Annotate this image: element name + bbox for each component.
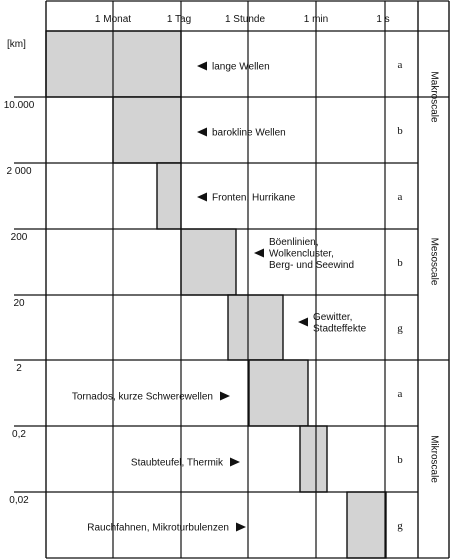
scale-box-1 [112,96,182,164]
subscale-letter-7: g [397,520,403,532]
scale-name-1: Mesoscale [428,238,439,286]
phenomenon-3: Böenlinien, Wolkencluster, Berg- und Seewi… [269,237,354,271]
km-unit-label: [km] [7,39,26,50]
time-label-0: 1 Monat [95,14,131,25]
subscale-letter-1: b [397,125,403,137]
time-label-1: 1 Tag [167,14,191,25]
scale-box-7 [346,491,387,559]
phenomenon-line: Fronten, Hurrikane [212,193,296,204]
subscale-letter-2: a [398,191,403,203]
arrow-left-icon-1 [197,127,207,137]
phenomenon-line: Tornados, kurze Schwerewellen [72,392,213,403]
scale-name-2: Mikroscale [428,435,439,483]
arrow-left-icon-4 [298,317,308,327]
arrow-left-icon-2 [197,192,207,202]
phenomenon-line: barokline Wellen [212,128,286,139]
scale-name-0: Makroscale [428,71,439,123]
phenomenon-7: Rauchfahnen, Mikroturbulenzen [87,523,229,534]
phenomenon-2: Fronten, Hurrikane [212,193,296,204]
arrow-right-icon-7 [236,522,246,532]
km-label-4: 2 [16,363,22,374]
time-label-4: 1 s [376,14,389,25]
phenomenon-line: Staubteufel, Thermik [131,458,224,469]
km-label-6: 0,02 [9,495,29,506]
km-label-5: 0,2 [12,429,26,440]
time-label-2: 1 Stunde [225,14,265,25]
scale-box-5 [248,359,309,427]
phenomenon-line: Stadteffekte [313,323,367,334]
subscale-letter-4: g [397,323,403,335]
km-label-3: 20 [13,298,25,309]
subscale-letter-0: a [398,59,403,71]
km-label-2: 200 [11,232,28,243]
phenomenon-5: Tornados, kurze Schwerewellen [72,392,213,403]
arrow-left-icon-0 [197,61,207,71]
scale-box-3 [180,228,237,296]
scale-box-2 [156,162,182,230]
subscale-letter-6: b [397,454,403,466]
phenomenon-6: Staubteufel, Thermik [131,458,224,469]
phenomenon-line: Rauchfahnen, Mikroturbulenzen [87,523,229,534]
subscale-letter-3: b [397,257,403,269]
phenomenon-4: Gewitter, Stadteffekte [313,312,367,335]
time-label-3: 1 min [304,14,328,25]
scale-box-4 [227,294,284,361]
phenomenon-line: Gewitter, [313,312,352,323]
km-label-1: 2 000 [6,166,31,177]
scale-box-6 [299,425,328,493]
subscale-letter-5: a [398,388,403,400]
phenomenon-1: barokline Wellen [212,128,286,139]
phenomenon-line: Wolkencluster, [269,249,334,260]
arrow-right-icon-6 [230,457,240,467]
arrow-left-icon-3 [254,248,264,258]
arrow-right-icon-5 [220,391,230,401]
phenomenon-line: lange Wellen [212,62,270,73]
km-label-0: 10.000 [4,100,35,111]
phenomenon-line: Berg- und Seewind [269,260,354,271]
phenomenon-0: lange Wellen [212,62,270,73]
phenomenon-line: Böenlinien, [269,237,318,248]
